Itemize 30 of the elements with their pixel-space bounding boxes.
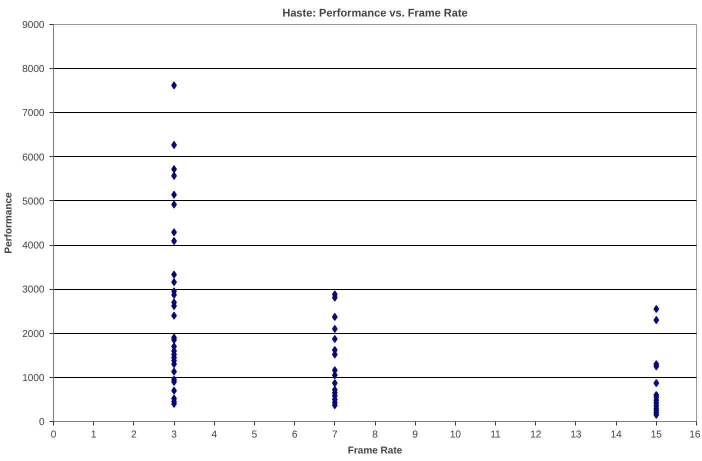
x-tick-label: 15 [650, 430, 662, 440]
y-tick-label: 1000 [22, 372, 45, 384]
x-tick-label: 8 [372, 430, 378, 440]
y-tick-label: 2000 [22, 328, 45, 340]
x-tick-label: 2 [131, 430, 138, 440]
x-tick-label: 1 [90, 430, 97, 440]
chart-title: Haste: Performance vs. Frame Rate [282, 8, 468, 20]
y-tick-label: 6000 [22, 152, 45, 164]
y-tick-label: 4000 [22, 240, 45, 252]
x-tick-label: 13 [570, 430, 582, 440]
y-tick-label: 7000 [22, 108, 45, 120]
y-tick-label: 5000 [22, 196, 45, 208]
y-tick-label: 0 [38, 417, 45, 428]
x-tick-label: 16 [689, 430, 701, 440]
x-axis-title: Frame Rate [348, 446, 403, 456]
x-tick-label: 9 [412, 430, 418, 440]
y-tick-label: 3000 [22, 284, 45, 296]
x-tick-label: 3 [171, 430, 178, 440]
x-tick-label: 14 [610, 430, 622, 440]
x-tick-label: 0 [50, 430, 57, 440]
x-tick-label: 12 [530, 430, 542, 440]
x-tick-label: 4 [211, 430, 218, 440]
x-tick-label: 6 [292, 430, 298, 440]
x-tick-label: 10 [450, 430, 462, 440]
y-tick-label: 9000 [22, 20, 45, 31]
x-tick-label: 11 [490, 430, 502, 440]
x-tick-label: 5 [252, 430, 258, 440]
x-tick-label: 7 [332, 430, 338, 440]
y-tick-label: 8000 [22, 64, 45, 76]
y-axis-title: Performance [3, 192, 14, 254]
